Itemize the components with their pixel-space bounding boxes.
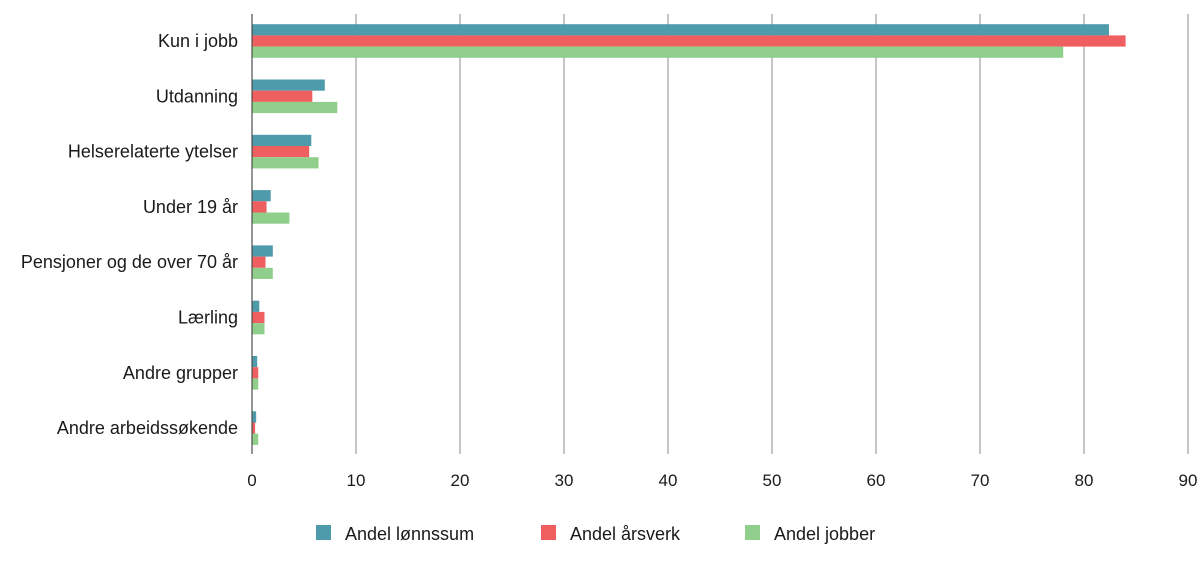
x-tick-0: 0 bbox=[247, 471, 256, 490]
bar-2-series-1 bbox=[252, 79, 325, 91]
bar-8-series-2 bbox=[252, 422, 256, 434]
bar-7-series-2 bbox=[252, 367, 259, 379]
bar-4-series-2 bbox=[252, 201, 267, 213]
bar-1-series-2 bbox=[252, 35, 1126, 47]
legend-swatch bbox=[316, 525, 331, 540]
x-tick-50: 50 bbox=[763, 471, 782, 490]
gridlines bbox=[355, 14, 1189, 454]
bar-1-series-3 bbox=[252, 46, 1064, 58]
bar-4-series-3 bbox=[252, 212, 290, 224]
x-tick-90: 90 bbox=[1179, 471, 1198, 490]
x-tick-10: 10 bbox=[347, 471, 366, 490]
category-label: Utdanning bbox=[156, 86, 238, 106]
bar-2-series-3 bbox=[252, 101, 338, 114]
category-label: Under 19 år bbox=[143, 197, 238, 217]
bar-7-series-3 bbox=[252, 378, 259, 390]
bar-8-series-1 bbox=[252, 411, 257, 423]
legend-label: Andel lønnssum bbox=[345, 524, 474, 544]
x-tick-30: 30 bbox=[555, 471, 574, 490]
x-tick-labels: 0 10 20 30 40 50 60 70 80 90 bbox=[247, 471, 1197, 490]
category-label: Kun i jobb bbox=[158, 31, 238, 51]
category-label: Lærling bbox=[178, 308, 238, 328]
bar-5-series-2 bbox=[252, 256, 266, 268]
bar-6-series-3 bbox=[252, 323, 265, 335]
x-tick-70: 70 bbox=[971, 471, 990, 490]
bar-6-series-2 bbox=[252, 311, 265, 324]
legend-label: Andel årsverk bbox=[570, 524, 681, 544]
category-labels: Kun i jobb Utdanning Helserelaterte ytelse… bbox=[21, 31, 238, 438]
category-label: Andre arbeidssøkende bbox=[57, 418, 238, 438]
x-tick-80: 80 bbox=[1075, 471, 1094, 490]
bar-3-series-2 bbox=[252, 146, 310, 158]
legend-label: Andel jobber bbox=[774, 524, 875, 544]
bar-3-series-3 bbox=[252, 157, 319, 169]
bar-8-series-3 bbox=[252, 433, 259, 445]
bars bbox=[252, 24, 1126, 445]
bar-6-series-1 bbox=[252, 300, 260, 312]
x-tick-20: 20 bbox=[451, 471, 470, 490]
category-label: Andre grupper bbox=[123, 363, 238, 383]
bar-5-series-3 bbox=[252, 267, 273, 279]
legend-swatch bbox=[745, 525, 760, 540]
bar-3-series-1 bbox=[252, 134, 312, 146]
x-tick-40: 40 bbox=[659, 471, 678, 490]
bar-2-series-2 bbox=[252, 90, 313, 102]
category-label: Pensjoner og de over 70 år bbox=[21, 252, 238, 272]
bar-5-series-1 bbox=[252, 245, 273, 257]
bar-4-series-1 bbox=[252, 190, 271, 202]
bar-7-series-1 bbox=[252, 356, 258, 368]
legend-swatch bbox=[541, 525, 556, 540]
bar-1-series-1 bbox=[252, 24, 1109, 36]
legend: Andel lønnssum Andel årsverk Andel jobber bbox=[316, 524, 875, 544]
x-tick-60: 60 bbox=[867, 471, 886, 490]
category-label: Helserelaterte ytelser bbox=[68, 142, 238, 162]
